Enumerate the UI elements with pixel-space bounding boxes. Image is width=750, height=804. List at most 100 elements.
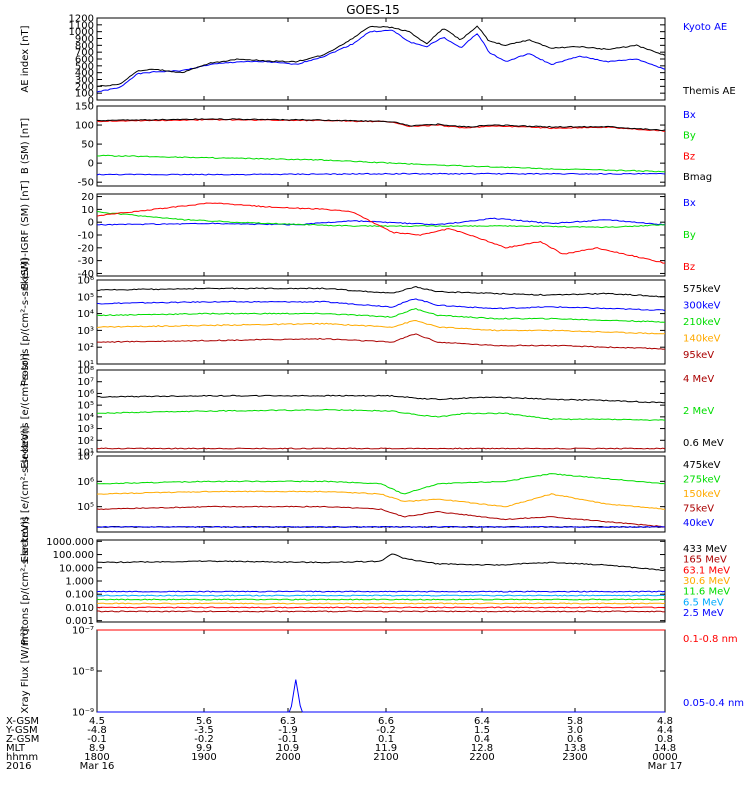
axis-value: 5.8 <box>567 716 583 727</box>
y-tick-label: 10⁴ <box>77 309 94 320</box>
series-electrons-mev-1 <box>97 408 666 422</box>
y-tick-label: 20 <box>81 192 94 203</box>
axis-value: 0.4 <box>474 734 490 745</box>
series-ae-0 <box>96 29 666 93</box>
axis-value: Mar 16 <box>80 761 115 772</box>
axis-value: 0000 <box>652 752 677 763</box>
legend-protons-hi-1: 165 MeV <box>683 555 727 566</box>
axis-row-label: hhmm <box>6 752 38 763</box>
axis-value: 3.0 <box>567 725 583 736</box>
y-tick-label: 10 <box>81 205 94 216</box>
y-tick-label: 100 <box>75 121 94 132</box>
series-bdiff-1 <box>96 211 665 229</box>
axis-value: 0.8 <box>657 734 673 745</box>
legend-bsm-2: Bz <box>683 151 695 162</box>
axis-value: 4.8 <box>657 716 673 727</box>
axis-value: 8.9 <box>89 743 105 754</box>
series-protons-hi-4 <box>96 598 666 601</box>
axis-row-label: 2016 <box>6 761 31 772</box>
legend-bdiff-1: By <box>683 230 696 241</box>
series-ae-1 <box>96 25 666 87</box>
legend-electrons-mev-2: 0.6 MeV <box>683 438 724 449</box>
axis-value: 2000 <box>275 752 300 763</box>
y-tick-label: -40 <box>78 269 94 280</box>
series-bdiff-0 <box>96 217 666 226</box>
legend-electrons-mev-1: 2 MeV <box>683 406 714 417</box>
legend-protons-mev-4: 95keV <box>683 350 714 361</box>
axis-value: -1.9 <box>278 725 298 736</box>
legend-protons-mev-0: 575keV <box>683 284 721 295</box>
axis-value: 4.5 <box>89 716 105 727</box>
y-tick-label: 10⁵ <box>77 292 94 303</box>
axis-value: -3.5 <box>194 725 214 736</box>
series-protons-hi-2 <box>96 606 666 609</box>
series-electrons-mev-0 <box>96 447 666 450</box>
y-tick-label: 10⁶ <box>77 276 94 287</box>
axis-row-label: X-GSM <box>6 716 39 727</box>
y-tick-label: -10 <box>78 231 94 242</box>
y-tick-label: 0.001 <box>65 616 94 627</box>
axis-value: 4.4 <box>657 725 673 736</box>
y-tick-label: 10⁵ <box>77 401 94 412</box>
y-axis-label-protons-mev: Protons [p/(cm²-s-sr-keV)] <box>20 258 31 386</box>
panel-frame-xray <box>96 629 666 713</box>
y-tick-label: 10² <box>77 436 94 447</box>
y-tick-label: 10⁶ <box>77 477 94 488</box>
series-protons-mev-2 <box>96 307 666 323</box>
y-tick-label: 50 <box>81 140 94 151</box>
axis-value: 10.9 <box>277 743 299 754</box>
series-protons-hi-6 <box>96 590 666 593</box>
y-tick-label: 1200 <box>69 14 94 25</box>
axis-value: 0.1 <box>378 734 394 745</box>
y-tick-label: 300 <box>75 75 94 86</box>
y-tick-label: 10³ <box>77 326 94 337</box>
y-tick-label: 1100 <box>69 20 94 31</box>
legend-electrons-kev-4: 40keV <box>683 518 714 529</box>
y-tick-label: 800 <box>75 41 94 52</box>
y-tick-label: 600 <box>75 55 94 66</box>
axis-value: 11.9 <box>375 743 397 754</box>
legend-bsm-1: By <box>683 131 696 142</box>
y-axis-label-bsm: B (SM) [nT] <box>20 118 31 174</box>
series-bdiff-2 <box>96 202 665 264</box>
data-series <box>96 25 666 713</box>
legend-electrons-mev-0: 4 MeV <box>683 374 714 385</box>
y-tick-label: 150 <box>75 102 94 113</box>
y-axis-label-xray: Xray Flux [W/m²] <box>20 628 31 713</box>
axis-value: 14.8 <box>654 743 676 754</box>
chart-labels: 0100200300400500600700800900100011001200… <box>20 14 744 719</box>
y-tick-label: 500 <box>75 61 94 72</box>
legend-protons-hi-4: 11.6 MeV <box>683 587 730 598</box>
axis-value: 13.8 <box>564 743 586 754</box>
panel-frame-protons-hi <box>96 539 666 623</box>
series-electrons-kev-2 <box>96 490 665 510</box>
series-electrons-kev-3 <box>96 505 666 528</box>
legend-bsm-0: Bx <box>683 110 696 121</box>
axis-value: 12.8 <box>471 743 493 754</box>
legend-ae-1: Themis AE <box>682 86 736 97</box>
series-protons-mev-4 <box>97 333 666 350</box>
y-tick-label: 0 <box>88 159 94 170</box>
y-tick-label: 10⁶ <box>77 389 94 400</box>
y-axis-label-bdiff: B (SM)-IGRF (SM) [nT] <box>20 180 31 289</box>
legend-electrons-kev-2: 150keV <box>683 489 721 500</box>
y-tick-label: 10⁴ <box>77 412 94 423</box>
legend-ae-0: Kyoto AE <box>683 22 727 33</box>
axis-value: 2200 <box>469 752 494 763</box>
y-tick-label: 10⁻⁸ <box>72 667 94 678</box>
legend-protons-mev-1: 300keV <box>683 301 721 312</box>
y-tick-label: 10⁵ <box>77 502 94 513</box>
y-tick-label: 10² <box>77 343 94 354</box>
panel-frame-electrons-mev <box>96 369 666 453</box>
axis-value: -0.2 <box>194 734 214 745</box>
series-protons-mev-3 <box>96 319 666 335</box>
y-tick-label: 10⁷ <box>77 452 94 463</box>
axis-row-label: MLT <box>6 743 26 754</box>
y-tick-label: 10.000 <box>59 563 94 574</box>
axis-value: 1.5 <box>474 725 490 736</box>
legend-protons-hi-5: 6.5 MeV <box>683 597 724 608</box>
y-tick-label: 10³ <box>77 424 94 435</box>
y-tick-label: 0.100 <box>65 590 94 601</box>
legend-xray-0: 0.1-0.8 nm <box>683 634 738 645</box>
